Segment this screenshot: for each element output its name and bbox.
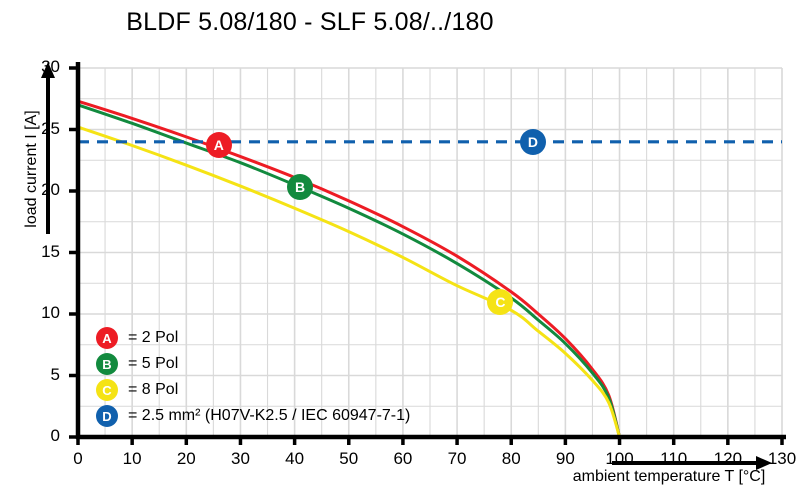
x-tick-label: 20 <box>176 449 196 468</box>
list-item: C = 8 Pol <box>96 377 436 403</box>
data-marker-d: D <box>519 128 546 155</box>
y-tick-label: 20 <box>41 180 60 199</box>
y-axis-arrow-icon <box>41 62 55 234</box>
x-tick-label: 10 <box>122 449 142 468</box>
legend-label-d: = 2.5 mm² (H07V-K2.5 / IEC 60947-7-1) <box>128 407 411 424</box>
x-tick-label: 80 <box>501 449 521 468</box>
list-item: B = 5 Pol <box>96 351 436 377</box>
x-tick-label: 30 <box>230 449 250 468</box>
legend-badge-c: C <box>96 379 118 401</box>
x-tick-label: 70 <box>447 449 467 468</box>
x-tick-label: 130 <box>767 449 797 468</box>
list-item: D = 2.5 mm² (H07V-K2.5 / IEC 60947-7-1) <box>96 403 436 429</box>
x-axis-arrow-icon <box>612 456 772 470</box>
data-marker-a: A <box>205 132 232 159</box>
x-tick-label: 110 <box>660 449 688 468</box>
x-tick-label: 100 <box>605 449 634 468</box>
y-tick-label: 10 <box>41 303 60 322</box>
y-tick-label: 25 <box>41 118 60 138</box>
legend-label-a: = 2 Pol <box>128 329 179 346</box>
series-line-c <box>76 125 622 439</box>
legend-badge-a: A <box>96 327 118 349</box>
legend-badge-b: B <box>96 353 118 375</box>
list-item: A = 2 Pol <box>96 325 436 351</box>
legend-label-c: = 8 Pol <box>128 381 179 398</box>
y-tick-label: 30 <box>41 57 60 76</box>
y-tick-label: 0 <box>50 426 60 445</box>
x-tick-label: 120 <box>713 449 743 468</box>
legend-label-b: = 5 Pol <box>128 355 179 372</box>
data-marker-b: B <box>287 174 314 201</box>
x-axis-label: ambient temperature T [°C] <box>572 468 766 485</box>
series-line-a <box>76 99 622 439</box>
data-marker-c: C <box>487 288 514 315</box>
x-tick-label: 60 <box>393 449 413 468</box>
legend: A = 2 Pol B = 5 Pol C = 8 Pol D = 2.5 mm… <box>96 325 436 429</box>
x-tick-label: 40 <box>285 449 305 468</box>
y-tick-label: 5 <box>50 364 60 384</box>
x-tick-label: 0 <box>73 449 83 468</box>
y-tick-label: 15 <box>41 241 60 261</box>
x-tick-label: 90 <box>555 449 575 468</box>
x-tick-label: 50 <box>339 449 359 468</box>
page-title: BLDF 5.08/180 - SLF 5.08/../180 <box>126 8 494 36</box>
series-line-b <box>76 103 622 439</box>
legend-badge-d: D <box>96 405 118 427</box>
